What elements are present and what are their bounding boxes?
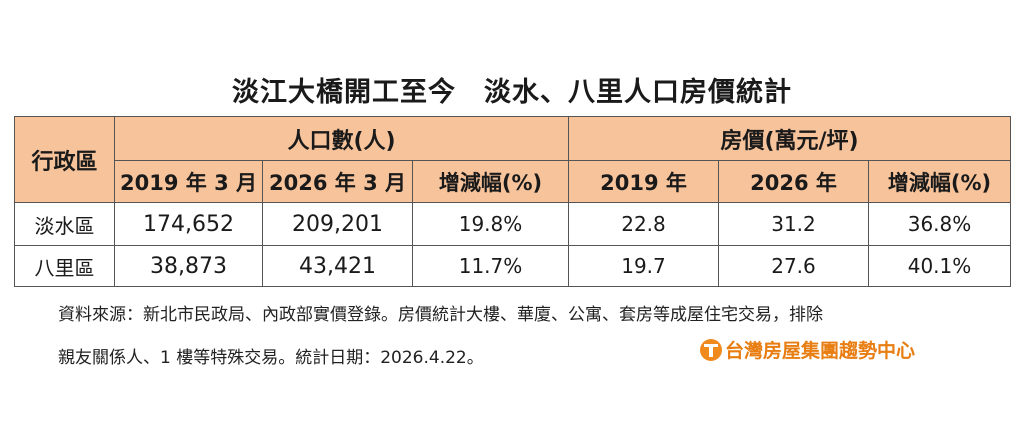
subheader-price-change: 增減幅(%) [867, 160, 1012, 203]
table-row: 淡水區 174,652 209,201 19.8% 22.8 31.2 36.8… [14, 202, 1012, 246]
statistics-table: 行政區 人口數(人) 房價(萬元/坪) 2019 年 3 月 2026 年 3 … [14, 116, 1012, 287]
cell-pop-2019: 38,873 [114, 245, 263, 287]
subheader-price-2019: 2019 年 [568, 160, 719, 203]
subheader-pop-2019: 2019 年 3 月 [114, 160, 263, 203]
subheader-pop-2026: 2026 年 3 月 [262, 160, 413, 203]
cell-price-2026: 27.6 [718, 245, 869, 287]
brand-name: 台灣房屋集團趨勢中心 [725, 340, 916, 362]
source-note-line2: 親友關係人、1 樓等特殊交易。統計日期：2026.4.22。 [58, 348, 484, 368]
district-header: 行政區 [14, 116, 115, 203]
cell-price-change: 36.8% [867, 202, 1012, 246]
cell-price-2026: 31.2 [718, 202, 869, 246]
cell-pop-2019: 174,652 [114, 202, 263, 246]
subheader-pop-change: 增減幅(%) [412, 160, 569, 203]
population-header: 人口數(人) [114, 116, 569, 161]
price-header: 房價(萬元/坪) [567, 116, 1012, 161]
cell-pop-change: 19.8% [412, 202, 569, 246]
cell-pop-2026: 43,421 [262, 245, 413, 287]
brand-credit: 台灣房屋集團趨勢中心 [700, 336, 915, 363]
row-district: 淡水區 [14, 202, 115, 246]
cell-price-2019: 19.7 [568, 245, 719, 287]
table-row: 八里區 38,873 43,421 11.7% 19.7 27.6 40.1% [14, 245, 1012, 287]
cell-pop-2026: 209,201 [262, 202, 413, 246]
cell-pop-change: 11.7% [412, 245, 569, 287]
page-title: 淡江大橋開工至今 淡水、八里人口房價統計 [232, 77, 792, 108]
cell-price-2019: 22.8 [568, 202, 719, 246]
row-district: 八里區 [14, 245, 115, 287]
taiwan-realty-logo-icon [700, 338, 722, 361]
cell-price-change: 40.1% [867, 245, 1012, 287]
source-note-line1: 資料來源：新北市民政局、內政部實價登錄。房價統計大樓、華廈、公寓、套房等成屋住宅… [58, 305, 823, 325]
subheader-price-2026: 2026 年 [718, 160, 869, 203]
